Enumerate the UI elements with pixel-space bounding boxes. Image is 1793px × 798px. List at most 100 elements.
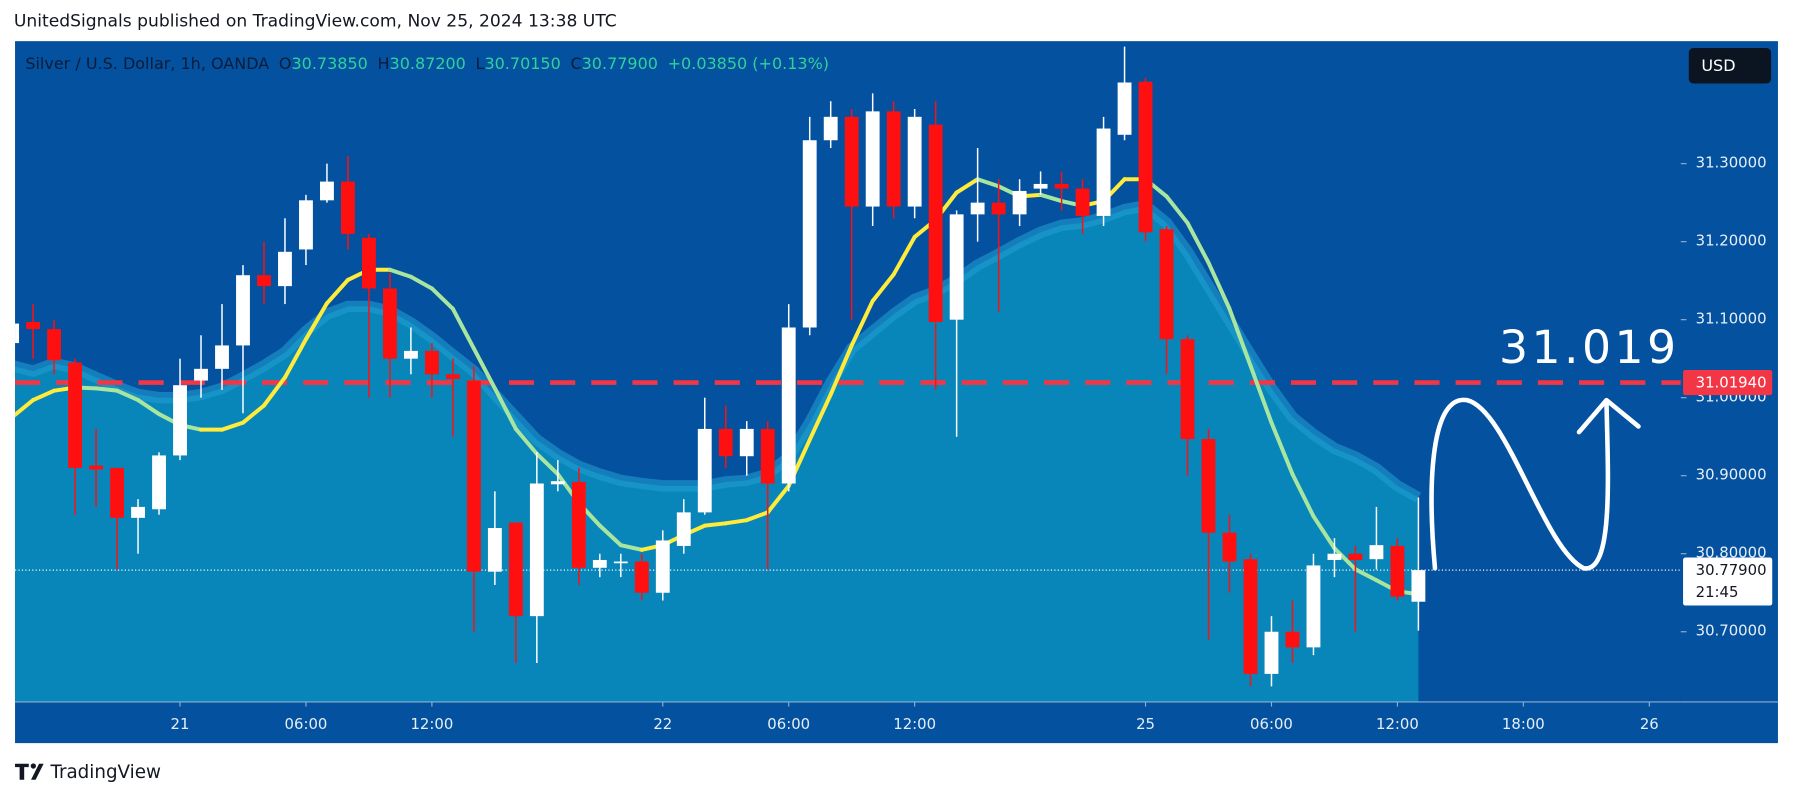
candle-body xyxy=(362,237,376,289)
ma-segment xyxy=(744,510,770,523)
ma-segment xyxy=(1248,363,1274,425)
ma-segment xyxy=(870,272,896,303)
ma-segment xyxy=(828,343,854,397)
x-tick-label: 12:00 xyxy=(893,715,936,733)
ma-segment xyxy=(807,392,833,442)
ma-segment xyxy=(702,521,728,528)
ma-segment xyxy=(303,301,329,342)
plot-area xyxy=(15,46,1681,702)
x-tick-label: 12:00 xyxy=(1376,715,1419,733)
ma-segment xyxy=(261,375,287,408)
candle-body xyxy=(1033,183,1048,189)
candle-body xyxy=(257,275,271,287)
candle-body xyxy=(1180,339,1195,440)
candle-body xyxy=(278,251,292,287)
x-tick-label: 06:00 xyxy=(767,715,810,733)
ma-segment xyxy=(1164,194,1190,225)
candle-body xyxy=(194,368,208,381)
candle-body xyxy=(1054,183,1069,189)
legend-high: 30.87200 xyxy=(390,54,466,73)
x-tick-label: 22 xyxy=(653,715,672,733)
candle-body xyxy=(1264,631,1279,674)
candle-body xyxy=(634,561,649,593)
ma-segment xyxy=(618,543,644,552)
candle-body xyxy=(424,350,439,375)
legend-close: 30.77900 xyxy=(582,54,658,73)
ma-segment xyxy=(849,298,875,348)
x-tick-label: 25 xyxy=(1136,715,1155,733)
ma-segment xyxy=(534,451,560,477)
candle-body xyxy=(1411,570,1426,602)
legend-open: 30.73850 xyxy=(291,54,367,73)
last-price-box xyxy=(1683,557,1773,606)
candle-body xyxy=(1012,190,1027,215)
forecast-arrow xyxy=(1429,397,1641,571)
candle-body xyxy=(613,561,628,564)
ma-segment xyxy=(975,177,1001,189)
legend-l: L xyxy=(476,54,485,73)
candle-body xyxy=(1117,82,1132,135)
candle-body xyxy=(320,181,334,201)
ma-segment xyxy=(115,388,141,403)
ma-segment xyxy=(1185,220,1211,265)
ma-segment xyxy=(471,346,497,391)
ma-segment xyxy=(954,177,980,195)
candle-body xyxy=(15,323,20,344)
x-tick-label: 26 xyxy=(1640,715,1659,733)
ma-segment xyxy=(492,386,518,431)
candle-body xyxy=(886,111,901,207)
x-tick-label: 12:00 xyxy=(410,715,453,733)
y-tick-label: 31.30000 xyxy=(1696,154,1767,172)
brand-name: TradingView xyxy=(49,762,161,783)
candle-body xyxy=(445,374,460,379)
currency-button[interactable] xyxy=(1688,48,1772,84)
ma-segment xyxy=(1332,546,1358,572)
ma-segment xyxy=(597,523,623,548)
legend-symbol: Silver / U.S. Dollar, 1h, OANDA xyxy=(25,54,269,73)
candle-body xyxy=(592,559,607,568)
candle-body xyxy=(928,124,943,323)
candle-body xyxy=(1138,81,1153,233)
legend-low: 30.70150 xyxy=(484,54,560,73)
candle-body xyxy=(739,428,754,457)
level-label: 31.01940 xyxy=(1696,374,1767,392)
candle-body xyxy=(802,140,817,328)
candle-body xyxy=(550,481,565,485)
candle-body xyxy=(110,467,124,518)
candle-body xyxy=(173,385,187,456)
candle-body xyxy=(718,428,733,457)
candle-body xyxy=(382,288,397,359)
candle-body xyxy=(823,116,838,141)
candle-body xyxy=(466,380,481,572)
candle-body xyxy=(89,465,103,470)
ma-segment xyxy=(282,337,308,380)
candle-body xyxy=(949,214,964,320)
ma-segment xyxy=(450,306,476,351)
candle-body xyxy=(760,428,775,484)
candle-body xyxy=(1285,631,1300,648)
candle-body xyxy=(236,275,250,346)
currency-label[interactable]: USD xyxy=(1701,56,1735,75)
band-edge xyxy=(15,199,1422,503)
brand-logo-dot xyxy=(30,763,36,769)
candle-body xyxy=(991,202,1006,215)
candle-body xyxy=(865,111,880,207)
ma-segment xyxy=(1311,514,1337,551)
candle-body xyxy=(676,512,691,546)
candle-body xyxy=(299,200,313,250)
candle-body xyxy=(571,481,586,568)
candle-body xyxy=(131,506,145,518)
level-label-box xyxy=(1683,369,1773,396)
candle-body xyxy=(508,522,523,617)
level-annotation: 31.019 xyxy=(1499,321,1680,374)
ma-segment xyxy=(94,386,120,393)
candle-body xyxy=(341,181,355,234)
x-tick-label: 06:00 xyxy=(285,715,328,733)
band-area xyxy=(15,205,1419,702)
candle-body xyxy=(907,116,922,207)
x-tick-label: 18:00 xyxy=(1502,715,1545,733)
candle-body xyxy=(215,345,229,369)
last-price-label: 30.77900 xyxy=(1696,561,1767,579)
ma-segment xyxy=(324,277,350,306)
